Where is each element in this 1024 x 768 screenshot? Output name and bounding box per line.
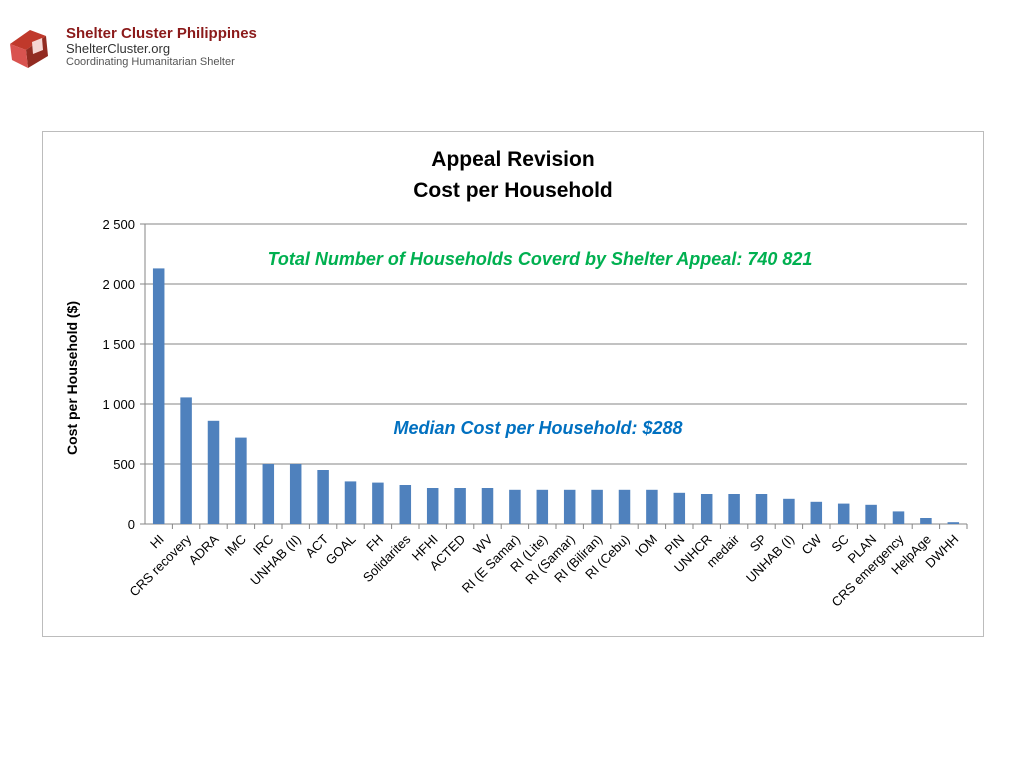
bar [865, 504, 877, 524]
shelter-cluster-logo: Shelter Cluster Philippines ShelterClust… [8, 24, 288, 74]
bar [810, 501, 823, 524]
bar [646, 489, 658, 524]
x-tick-label: IMC [222, 532, 249, 559]
bars [152, 268, 960, 524]
bar [289, 464, 302, 524]
bar [920, 518, 932, 524]
y-tick-label: 2 500 [102, 217, 135, 232]
bar [152, 268, 165, 524]
bar [372, 482, 384, 524]
chart-title: Appeal Revision [431, 148, 594, 171]
bar [426, 488, 439, 524]
bar [207, 420, 220, 524]
bar [728, 494, 740, 524]
chart-frame: Appeal Revision Cost per Household Cost … [42, 131, 984, 637]
bar [673, 492, 686, 524]
chart-subtitle: Cost per Household [413, 179, 613, 202]
x-tick-label: CW [798, 531, 824, 557]
house-icon [10, 30, 48, 68]
y-tick-label: 500 [113, 457, 135, 472]
gridlines [140, 223, 968, 529]
bar [180, 397, 192, 524]
bar [591, 489, 603, 524]
bar [262, 464, 275, 524]
x-tick-label: UNHAB (II) [247, 532, 304, 589]
bar [700, 494, 713, 524]
bar [563, 489, 576, 524]
bar [399, 485, 412, 524]
bar [536, 489, 549, 524]
bar [481, 488, 494, 524]
x-tick-label: ADRA [185, 531, 221, 567]
y-axis-label: Cost per Household ($) [64, 301, 80, 455]
y-tick-label: 0 [128, 517, 135, 532]
y-tick-label: 1 500 [102, 337, 135, 352]
bar [947, 522, 960, 524]
bar-chart: Appeal Revision Cost per Household Cost … [64, 148, 968, 610]
bar [892, 511, 905, 524]
org-tagline: Coordinating Humanitarian Shelter [66, 56, 235, 68]
x-tick-label: IOM [632, 532, 660, 560]
bar [618, 489, 631, 524]
bar [235, 437, 247, 524]
annotation-median-cost: Median Cost per Household: $288 [393, 418, 682, 438]
x-tick-label: HI [147, 532, 167, 552]
bar [454, 488, 466, 524]
bar [783, 498, 795, 524]
bar [344, 481, 357, 524]
bar [837, 503, 850, 524]
org-name: Shelter Cluster Philippines [66, 25, 257, 42]
bar [317, 470, 329, 524]
y-tick-labels: 0 500 1 000 1 500 2 000 2 500 [102, 217, 135, 532]
y-tick-label: 2 000 [102, 277, 135, 292]
bar [755, 494, 768, 524]
annotation-total-households: Total Number of Households Coverd by She… [268, 249, 813, 269]
bar [509, 489, 521, 524]
x-tick-label: GOAL [322, 532, 358, 568]
y-tick-label: 1 000 [102, 397, 135, 412]
org-site: ShelterCluster.org [66, 41, 171, 56]
